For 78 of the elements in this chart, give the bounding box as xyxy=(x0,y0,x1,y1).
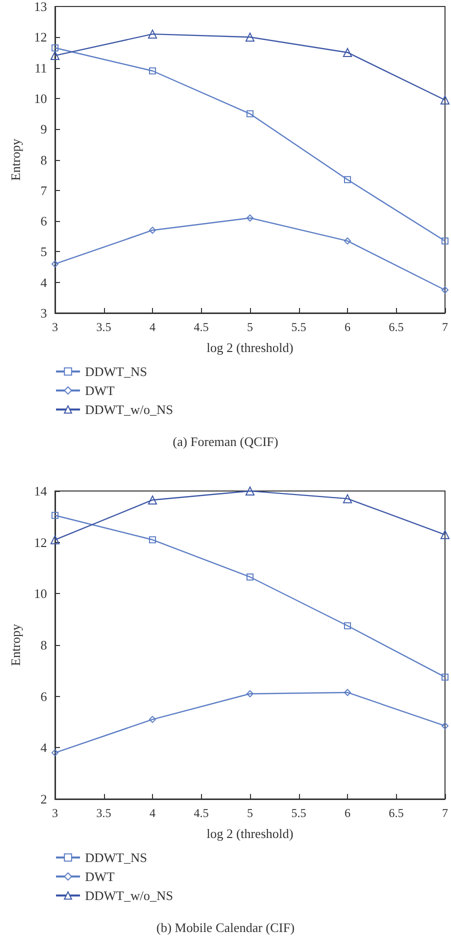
point xyxy=(148,495,157,504)
x-tick-label: 4 xyxy=(150,320,156,334)
y-tick-label: 12 xyxy=(34,30,47,45)
x-tick-label: 5.5 xyxy=(291,806,306,820)
y-axis-title: Entropy xyxy=(8,624,23,666)
x-tick-label: 6.5 xyxy=(388,320,404,334)
point xyxy=(246,32,254,42)
y-tick-label: 12 xyxy=(34,534,47,550)
x-tick-label: 5 xyxy=(247,320,253,334)
x-tick-label: 7 xyxy=(442,320,448,334)
point xyxy=(440,530,450,540)
x-tick-label: 5.5 xyxy=(291,320,306,334)
legend-label: DDWT_NS xyxy=(85,364,148,379)
point xyxy=(246,690,254,698)
point xyxy=(50,51,60,60)
x-tick-label: 6 xyxy=(344,320,350,334)
y-tick-label: 2 xyxy=(40,792,47,806)
y-tick-label: 4 xyxy=(40,740,48,756)
point xyxy=(442,286,448,294)
point xyxy=(246,110,254,118)
x-tick-label: 5 xyxy=(247,806,253,820)
y-tick-label: 13 xyxy=(34,0,47,14)
point xyxy=(52,44,58,52)
y-axis-title: Entropy xyxy=(8,138,23,181)
point xyxy=(442,237,448,244)
legend-label: DDWT_w/o_NS xyxy=(85,402,174,417)
point xyxy=(344,237,351,244)
x-axis-title: log 2 (threshold) xyxy=(206,826,294,841)
x-tick-label: 4 xyxy=(150,806,156,820)
point xyxy=(344,622,351,630)
point xyxy=(50,535,60,544)
point xyxy=(52,512,58,519)
x-tick-label: 3 xyxy=(52,320,58,334)
text: (a) Foreman (QCIF) xyxy=(172,434,278,449)
x-tick-label: 3.5 xyxy=(96,806,112,820)
x-tick-label: 6 xyxy=(344,806,350,820)
y-tick-label: 4 xyxy=(40,274,48,290)
point xyxy=(343,48,352,57)
y-tick-label: 9 xyxy=(40,122,47,137)
point xyxy=(149,716,156,723)
x-tick-label: 3 xyxy=(52,806,58,820)
y-tick-label: 8 xyxy=(40,638,47,652)
point xyxy=(149,536,156,544)
legend-label: DDWT_w/o_NS xyxy=(85,888,174,903)
x-tick-label: 4.5 xyxy=(194,806,209,820)
point xyxy=(149,67,156,74)
x-tick-label: 6.5 xyxy=(388,806,404,820)
y-tick-label: 5 xyxy=(40,244,47,260)
y-tick-label: 10 xyxy=(34,90,47,106)
point xyxy=(246,486,254,496)
point xyxy=(440,95,450,104)
point xyxy=(148,30,157,39)
point xyxy=(442,722,448,730)
point xyxy=(442,674,448,681)
x-tick-label: 3.5 xyxy=(96,320,112,334)
y-tick-label: 6 xyxy=(40,214,48,229)
y-tick-label: 11 xyxy=(34,60,47,76)
point xyxy=(52,749,58,756)
legend-label: DWT xyxy=(85,383,115,398)
legend-label: DWT xyxy=(85,869,115,884)
point xyxy=(246,573,254,580)
x-axis-title: log 2 (threshold) xyxy=(206,340,294,355)
y-tick-label: 6 xyxy=(40,688,48,704)
point xyxy=(344,688,351,696)
y-tick-label: 10 xyxy=(34,586,47,602)
legend-label: DDWT_NS xyxy=(85,850,148,865)
point xyxy=(343,494,352,504)
x-tick-label: 4.5 xyxy=(194,320,209,334)
y-tick-label: 14 xyxy=(34,484,48,498)
y-tick-label: 7 xyxy=(40,182,48,198)
x-tick-label: 7 xyxy=(442,806,448,820)
point xyxy=(246,214,254,222)
point xyxy=(344,176,351,184)
point xyxy=(149,226,156,234)
y-tick-label: 8 xyxy=(40,152,47,168)
point xyxy=(52,260,58,268)
text: (b) Mobile Calendar (CIF) xyxy=(156,920,295,935)
y-tick-label: 3 xyxy=(40,306,47,320)
